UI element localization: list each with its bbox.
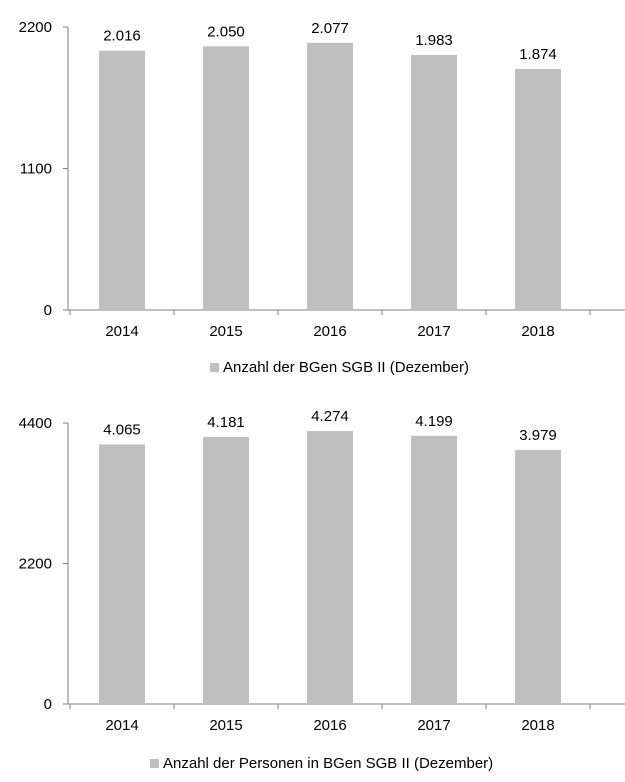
- data-label: 4.274: [311, 408, 349, 425]
- bgen-bar-chart: 0 1100 2200 2.016 2014 2.050 2015 2.077 2016 1.98…: [0, 0, 625, 388]
- x-tick-label: 2017: [417, 717, 450, 734]
- data-label: 1.874: [519, 46, 557, 63]
- bar: [411, 54, 457, 310]
- data-label: 2.016: [103, 28, 141, 45]
- y-tick-label: 0: [44, 696, 52, 713]
- personen-chart-svg: 0 2200 4400 4.065 2014 4.181 2015 4.274 2016 4.19…: [19, 408, 625, 772]
- data-label: 4.199: [415, 413, 453, 430]
- y-tick-label: 1100: [20, 161, 52, 178]
- x-tick-label: 2015: [209, 717, 242, 734]
- legend-swatch: [150, 759, 159, 768]
- bar: [515, 449, 561, 704]
- legend-swatch: [210, 363, 219, 372]
- y-tick-label: 2200: [19, 556, 52, 573]
- x-tick-label: 2018: [521, 323, 554, 340]
- data-label: 2.050: [207, 23, 245, 40]
- data-label: 1.983: [415, 32, 453, 49]
- personen-bar-chart: 0 2200 4400 4.065 2014 4.181 2015 4.274 2016 4.19…: [0, 390, 625, 777]
- x-tick-label: 2018: [521, 717, 554, 734]
- bar: [515, 68, 561, 310]
- data-label: 3.979: [519, 427, 557, 444]
- data-label: 4.181: [207, 414, 245, 431]
- x-tick-label: 2014: [105, 323, 138, 340]
- bar: [307, 42, 353, 311]
- bar: [99, 50, 145, 310]
- bar: [203, 436, 249, 704]
- x-tick-label: 2014: [105, 717, 138, 734]
- x-tick-label: 2015: [209, 323, 242, 340]
- x-tick-label: 2017: [417, 323, 450, 340]
- bgen-chart-svg: 0 1100 2200 2.016 2014 2.050 2015 2.077 2016 1.98…: [19, 19, 625, 376]
- data-label: 2.077: [311, 20, 349, 37]
- bar: [307, 431, 353, 704]
- legend-label: Anzahl der Personen in BGen SGB II (Deze…: [163, 755, 493, 772]
- x-tick-label: 2016: [313, 717, 346, 734]
- data-label: 4.065: [103, 421, 141, 438]
- bar: [99, 444, 145, 704]
- y-tick-label: 2200: [19, 19, 52, 36]
- y-tick-label: 4400: [19, 415, 52, 432]
- y-tick-label: 0: [44, 302, 52, 319]
- bar: [203, 46, 249, 310]
- legend-label: Anzahl der BGen SGB II (Dezember): [223, 359, 469, 376]
- x-tick-label: 2016: [313, 323, 346, 340]
- bar: [411, 435, 457, 704]
